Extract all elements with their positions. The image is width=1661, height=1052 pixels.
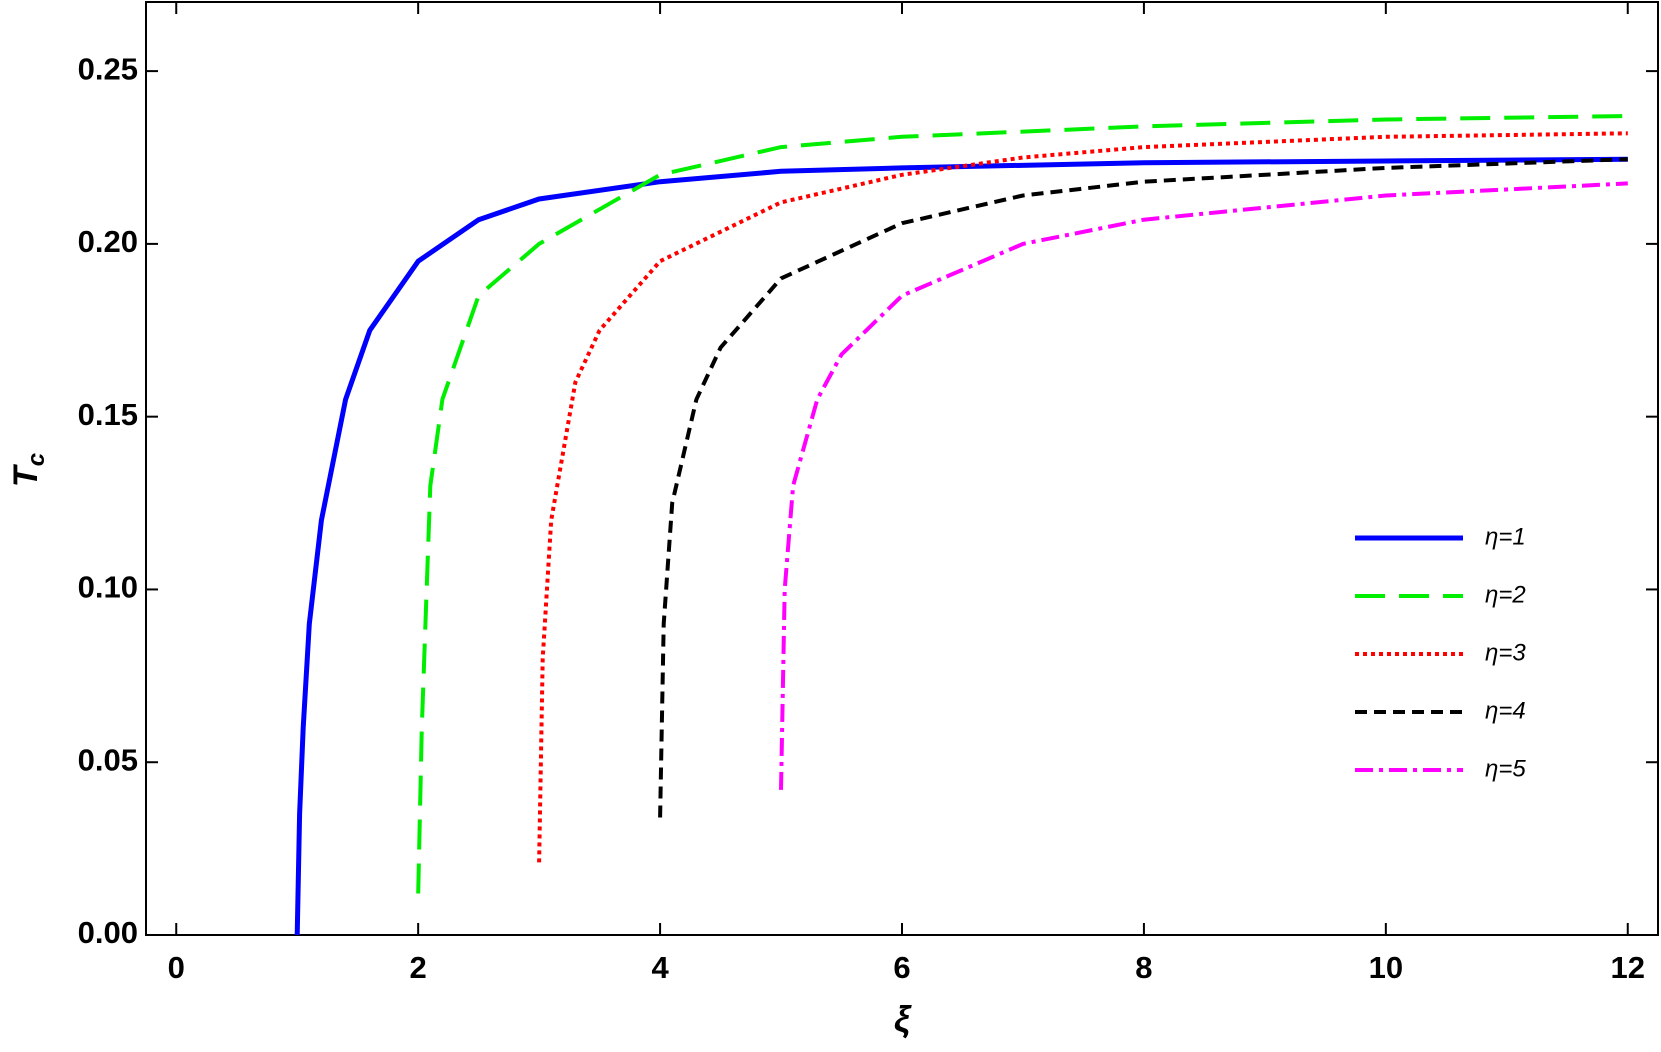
y-tick-label: 0.05 bbox=[78, 742, 138, 777]
legend-label: η=3 bbox=[1485, 639, 1526, 666]
series-line bbox=[416, 114, 1628, 894]
series-line bbox=[779, 181, 1628, 790]
x-tick-label: 10 bbox=[1369, 950, 1403, 985]
x-tick-label: 6 bbox=[893, 950, 910, 985]
series-line bbox=[294, 156, 1628, 936]
x-tick-label: 2 bbox=[410, 950, 427, 985]
y-axis-label-subscript: c bbox=[23, 453, 50, 466]
series-line bbox=[537, 131, 1628, 863]
x-tick-label: 8 bbox=[1135, 950, 1152, 985]
legend-label: η=2 bbox=[1485, 581, 1526, 608]
y-tick-label: 0.20 bbox=[78, 224, 138, 259]
x-tick-label: 12 bbox=[1611, 950, 1645, 985]
y-tick-label: 0.25 bbox=[78, 51, 138, 86]
y-tick-label: 0.10 bbox=[78, 570, 138, 605]
x-tick-label: 0 bbox=[168, 950, 185, 985]
legend-label: η=5 bbox=[1485, 755, 1526, 782]
x-axis-label: ξ bbox=[894, 999, 912, 1040]
y-tick-label: 0.00 bbox=[78, 915, 138, 950]
y-tick-label: 0.15 bbox=[78, 397, 138, 432]
y-axis-label: Tc bbox=[7, 453, 50, 487]
legend-label: η=1 bbox=[1485, 523, 1526, 550]
plot-frame bbox=[145, 1, 1659, 936]
series-line bbox=[658, 157, 1628, 818]
y-axis-label-main: T bbox=[7, 463, 45, 487]
legend-label: η=4 bbox=[1485, 697, 1526, 724]
x-tick-label: 4 bbox=[651, 950, 669, 985]
